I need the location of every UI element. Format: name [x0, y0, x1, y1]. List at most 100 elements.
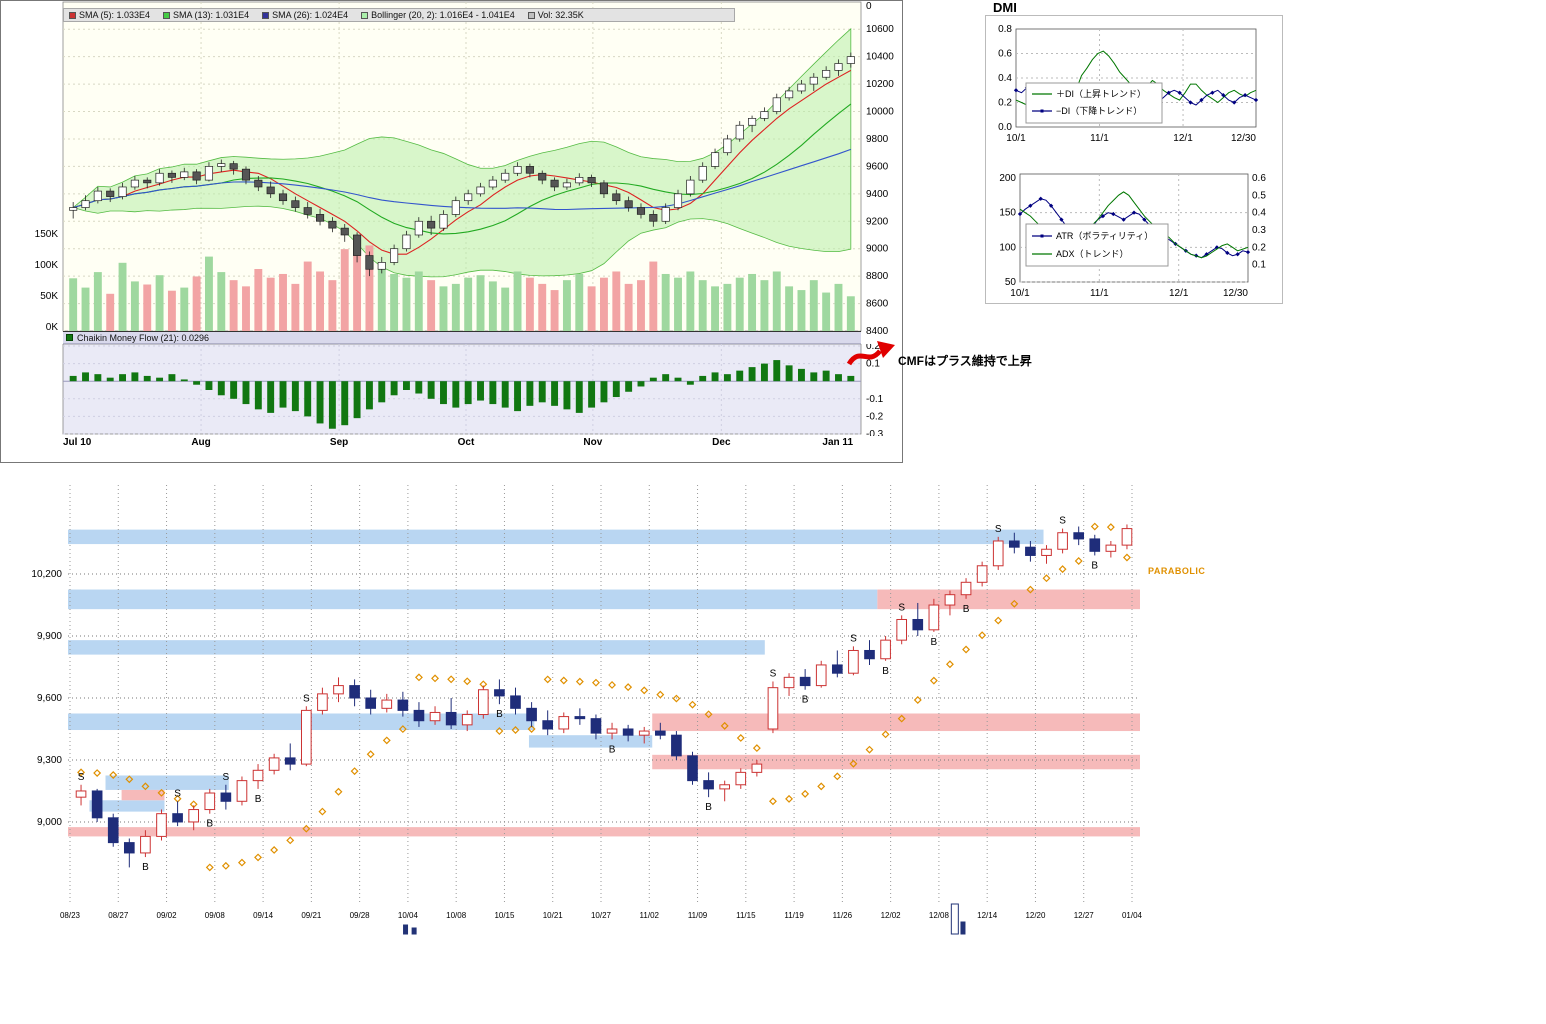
svg-text:200: 200	[999, 173, 1016, 184]
svg-text:50K: 50K	[40, 291, 58, 302]
candles-layer	[69, 52, 855, 277]
svg-text:01/04: 01/04	[1122, 911, 1143, 920]
svg-text:B: B	[496, 709, 503, 720]
partial-volume-bars	[403, 903, 966, 935]
svg-text:10/08: 10/08	[446, 911, 467, 920]
legend-swatch-icon	[527, 11, 535, 19]
svg-text:0.4: 0.4	[998, 73, 1012, 84]
svg-text:9200: 9200	[866, 216, 889, 227]
x-axis-label: Oct	[457, 437, 475, 448]
indicator-legend-bar: SMA (5): 1.033E4 SMA (13): 1.031E4 SMA (26…	[63, 8, 735, 22]
dmi-legend: ＋DI（上昇トレンド） −DI（下降トレンド）	[1025, 82, 1163, 124]
candles-layer	[75, 524, 1133, 868]
legend-swatch-icon	[163, 11, 171, 19]
price-volume-chart[interactable]: 8400 8600 8800 9000 9200 9400 9600 9800 10000 102…	[1, 1, 904, 337]
svg-text:ADX（トレンド）: ADX（トレンド）	[1056, 249, 1129, 259]
svg-text:9000: 9000	[866, 244, 889, 255]
sma-lines	[73, 69, 852, 255]
svg-text:9800: 9800	[866, 134, 889, 145]
svg-text:10400: 10400	[866, 52, 894, 63]
svg-text:＋DI（上昇トレンド）: ＋DI（上昇トレンド）	[1056, 89, 1146, 99]
svg-text:09/28: 09/28	[350, 911, 371, 920]
bottom-candlestick-chart[interactable]: 10,200 9,900 9,600 9,300 9,000 08/23 08/27 09/0…	[0, 470, 1546, 940]
svg-text:8600: 8600	[866, 299, 889, 310]
svg-text:0.2: 0.2	[998, 98, 1012, 109]
svg-text:12/1: 12/1	[1169, 288, 1189, 299]
svg-text:10/21: 10/21	[543, 911, 564, 920]
svg-text:10,200: 10,200	[31, 569, 62, 580]
svg-text:0.6: 0.6	[1252, 173, 1266, 184]
svg-text:S: S	[78, 772, 85, 783]
svg-text:0.0: 0.0	[998, 122, 1012, 133]
legend-swatch-icon	[361, 11, 369, 19]
svg-text:−DI（下降トレンド）: −DI（下降トレンド）	[1056, 105, 1142, 116]
legend-item[interactable]: SMA (26): 1.024E4	[262, 10, 348, 20]
cmf-legend-swatch-icon	[66, 334, 73, 341]
dmi-chart[interactable]: 0.8 0.6 0.4 0.2 0.010/1 11/1 12/1 12/30 ＋DI（上昇トレ…	[986, 19, 1282, 165]
svg-text:09/14: 09/14	[253, 911, 274, 920]
svg-text:10/27: 10/27	[591, 911, 612, 920]
svg-text:10200: 10200	[866, 79, 894, 90]
svg-text:11/19: 11/19	[784, 911, 804, 920]
svg-text:B: B	[931, 637, 938, 648]
cmf-chart[interactable]: 0.2 0.1 -0.1 -0.2 -0.3	[1, 344, 904, 436]
svg-text:09/02: 09/02	[157, 911, 178, 920]
svg-text:11/09: 11/09	[688, 911, 708, 920]
svg-text:12/30: 12/30	[1223, 288, 1248, 299]
legend-item[interactable]: SMA (5): 1.033E4	[69, 10, 150, 20]
svg-text:8400: 8400	[866, 326, 889, 337]
svg-text:B: B	[882, 666, 889, 677]
signal-markers: S B S B S B S B B B S B S B S B B S S B	[78, 516, 1099, 873]
dmi-frame: 0.8 0.6 0.4 0.2 0.0 10/1 11/1 12/1 12/30 ＋DI（上昇トレ…	[985, 15, 1283, 304]
svg-text:ATR（ボラティリティ）: ATR（ボラティリティ）	[1056, 231, 1153, 241]
svg-text:10000: 10000	[866, 107, 894, 118]
svg-text:B: B	[206, 819, 213, 830]
parabolic-label: PARABOLIC	[1148, 566, 1206, 576]
main-chart-panel: 8400 8600 8800 9000 9200 9400 9600 9800 10000 102…	[0, 0, 903, 463]
legend-item[interactable]: SMA (13): 1.031E4	[163, 10, 249, 20]
x-axis-label: Sep	[329, 437, 349, 448]
svg-text:150K: 150K	[35, 229, 59, 240]
legend-swatch-icon	[69, 11, 76, 19]
parabolic-sar-dots	[77, 522, 1131, 872]
svg-text:9,900: 9,900	[37, 631, 62, 642]
svg-text:100K: 100K	[35, 260, 59, 271]
svg-text:9,600: 9,600	[37, 693, 62, 704]
svg-text:S: S	[770, 668, 777, 679]
svg-text:B: B	[802, 695, 809, 706]
svg-text:S: S	[223, 772, 230, 783]
svg-text:9,000: 9,000	[37, 817, 62, 828]
svg-text:0.4: 0.4	[1252, 208, 1266, 219]
svg-text:12/20: 12/20	[1025, 911, 1046, 920]
svg-text:50: 50	[1005, 277, 1017, 288]
svg-text:S: S	[174, 788, 181, 799]
svg-text:0.1: 0.1	[1252, 260, 1266, 271]
dmi-title: DMI	[993, 0, 1017, 15]
legend-label: SMA (13): 1.031E4	[173, 10, 250, 20]
legend-item[interactable]: Vol: 32.35K	[527, 10, 584, 20]
annotation-text: CMFはプラス維持で上昇	[898, 354, 1032, 368]
bottom-chart-panel: 10,200 9,900 9,600 9,300 9,000 08/23 08/27 09/0…	[0, 470, 1546, 1024]
legend-item[interactable]: Bollinger (20, 2): 1.016E4 - 1.041E4	[361, 10, 515, 20]
svg-text:B: B	[963, 604, 970, 615]
dmi-panel: DMI 0.8 0.6 0.4 0.2 0.0 10/1 11/1 12/1 12/30 ＋DI（…	[985, 0, 1283, 306]
x-axis-label: Nov	[583, 437, 603, 448]
svg-text:9400: 9400	[866, 189, 889, 200]
atr-adx-chart[interactable]: 200 150 100 50 0.6 0.5 0.4 0.3 0.2 0.1 10/1 11/1 12/…	[986, 166, 1282, 320]
svg-text:S: S	[898, 602, 905, 613]
svg-text:-0.3: -0.3	[866, 429, 884, 436]
svg-text:10/04: 10/04	[398, 911, 419, 920]
svg-text:150: 150	[999, 208, 1016, 219]
svg-text:B: B	[1091, 560, 1098, 571]
svg-text:12/30: 12/30	[1231, 133, 1256, 144]
legend-label: SMA (5): 1.033E4	[79, 10, 151, 20]
plot-background	[62, 344, 862, 435]
svg-text:11/15: 11/15	[736, 911, 756, 920]
svg-text:S: S	[1059, 516, 1066, 527]
cmf-annotation: CMFはプラス維持で上昇	[846, 336, 1226, 372]
svg-text:0.6: 0.6	[998, 49, 1012, 60]
svg-text:12/08: 12/08	[929, 911, 950, 920]
x-axis-label: Jan 11	[822, 437, 854, 448]
legend-label: Vol: 32.35K	[537, 10, 584, 20]
